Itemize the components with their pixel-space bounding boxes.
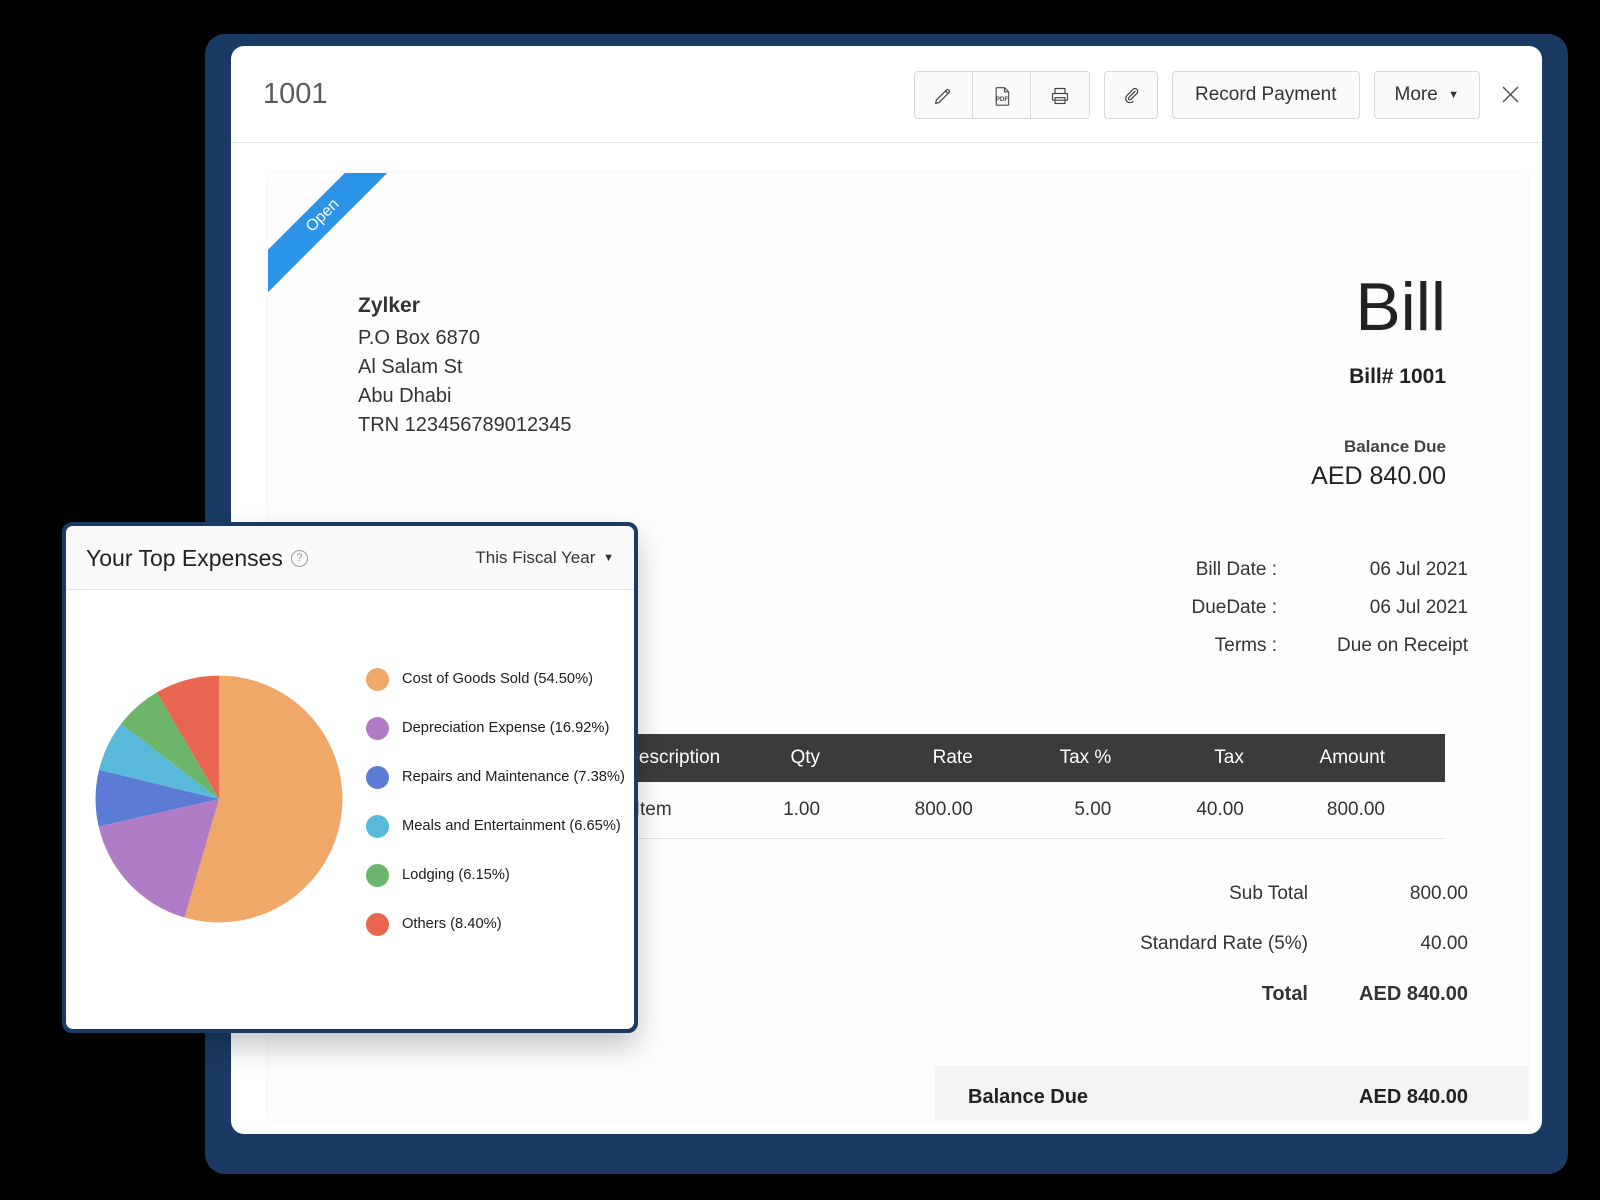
svg-text:PDF: PDF — [995, 96, 1008, 103]
